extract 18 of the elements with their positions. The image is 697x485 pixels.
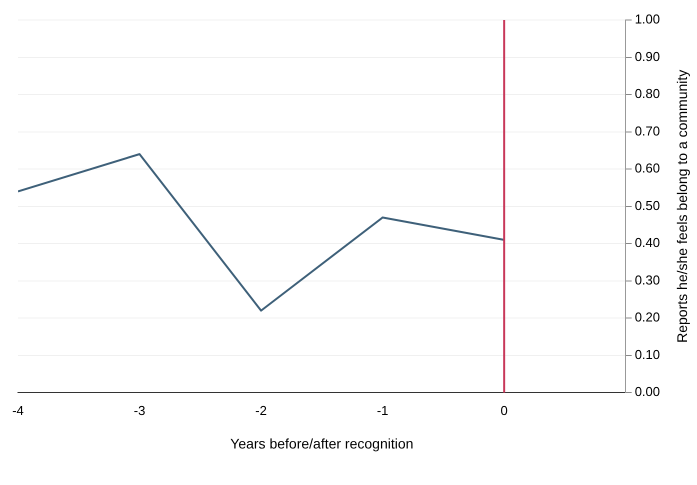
x-tick-label: 0 (500, 402, 508, 418)
x-tick-label: -4 (12, 402, 24, 418)
y-tick-label: 0.40 (634, 235, 660, 250)
x-tick-label: -1 (376, 402, 388, 418)
x-tick-label: -3 (134, 402, 146, 418)
y-tick-label: 0.00 (634, 384, 660, 400)
y-tick-label: 1.00 (634, 12, 660, 27)
y-tick-label: 0.90 (634, 48, 660, 64)
y-tick-label: 0.70 (634, 123, 660, 138)
y-tick-label: 0.10 (634, 346, 660, 362)
y-tick-label: 0.20 (634, 310, 660, 325)
y-tick-label: 0.50 (634, 198, 660, 213)
y-tick-label: 0.30 (634, 272, 660, 288)
y-tick-label: 0.60 (634, 160, 660, 176)
x-tick-label: -2 (255, 402, 267, 418)
y-tick-label: 0.80 (634, 86, 660, 102)
x-axis-title: Years before/after recognition (230, 435, 414, 452)
y-axis-title: Reports he/she feels belong to a community (674, 70, 690, 343)
